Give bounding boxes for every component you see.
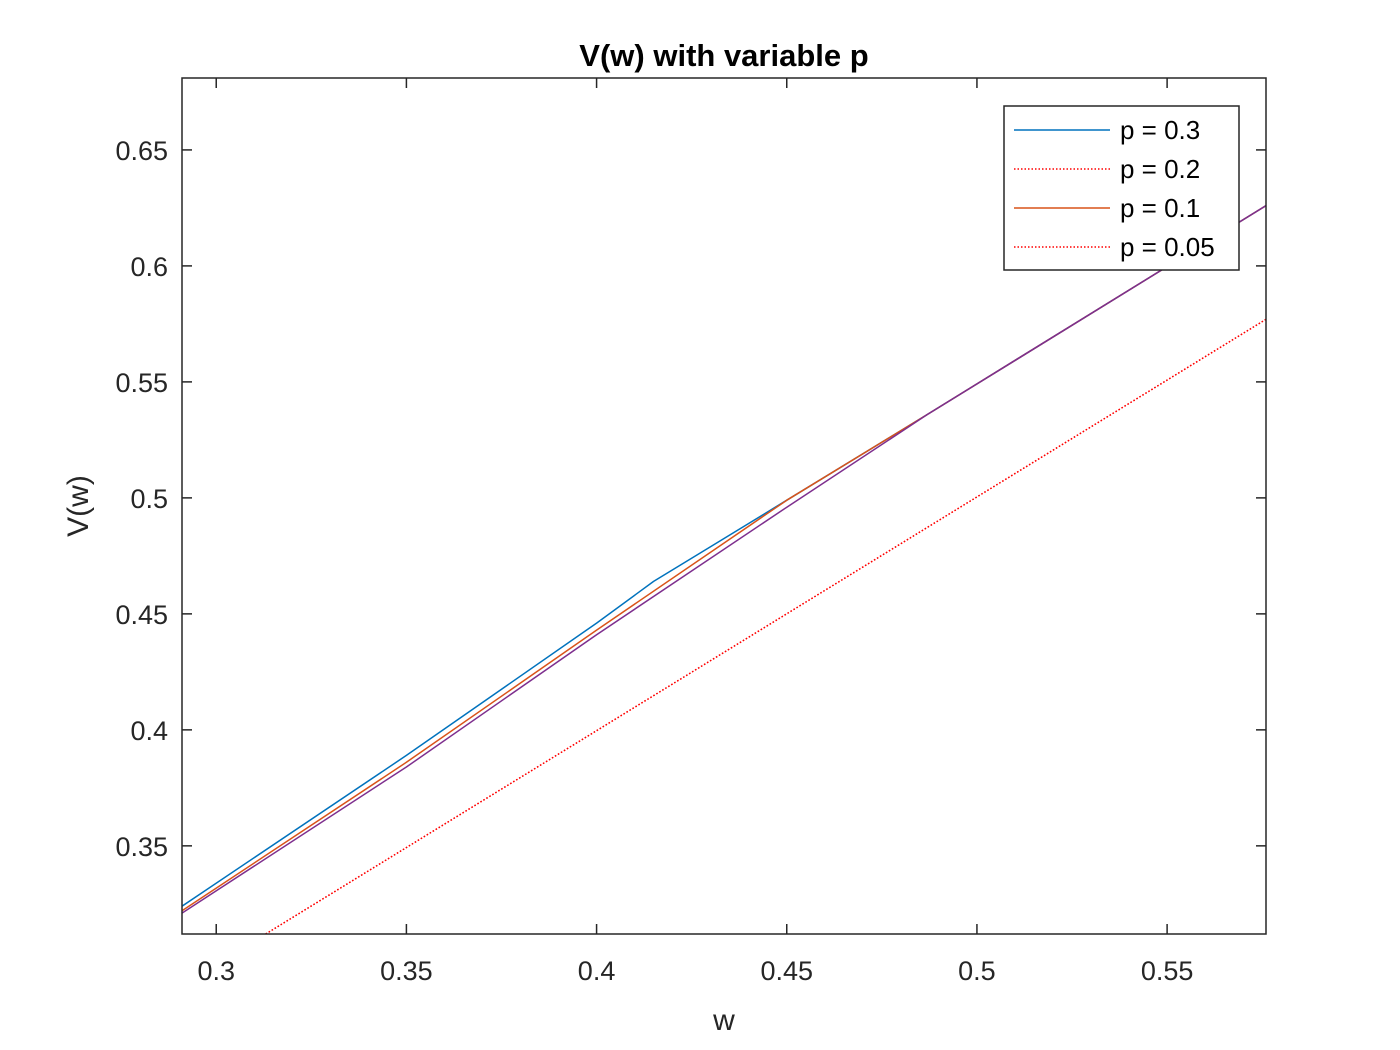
legend: p = 0.3 p = 0.2 p = 0.1 p = 0.05 xyxy=(1003,105,1240,271)
y-tick-label: 0.4 xyxy=(130,716,168,746)
x-tick-label: 0.3 xyxy=(197,956,235,986)
x-tick-label: 0.4 xyxy=(578,956,616,986)
series-line-5 xyxy=(182,204,1266,914)
y-tick-label: 0.6 xyxy=(130,252,168,282)
x-tick-label: 0.45 xyxy=(760,956,813,986)
x-tick-label: 0.5 xyxy=(958,956,996,986)
legend-label: p = 0.3 xyxy=(1120,115,1200,145)
y-tick-label: 0.5 xyxy=(130,484,168,514)
legend-box xyxy=(1003,105,1240,271)
y-tick-label: 0.35 xyxy=(115,832,168,862)
series-lines xyxy=(182,204,1266,934)
legend-label: p = 0.1 xyxy=(1120,193,1200,223)
chart-title: V(w) with variable p xyxy=(579,38,868,73)
y-tick-label: 0.45 xyxy=(115,600,168,630)
y-tick-label: 0.65 xyxy=(115,136,168,166)
x-tick-label: 0.55 xyxy=(1141,956,1194,986)
axes-box xyxy=(181,77,1267,935)
legend-label: p = 0.05 xyxy=(1120,232,1215,262)
x-axis-label: w xyxy=(712,1004,735,1037)
y-axis-label: V(w) xyxy=(62,475,95,537)
axis-ticks: 0.3 0.35 0.4 0.45 0.5 0.55 0.35 0.4 0.45 0.5 0.55 0… xyxy=(115,77,1267,986)
y-tick-label: 0.55 xyxy=(115,368,168,398)
legend-label: p = 0.2 xyxy=(1120,154,1200,184)
x-tick-label: 0.35 xyxy=(380,956,433,986)
